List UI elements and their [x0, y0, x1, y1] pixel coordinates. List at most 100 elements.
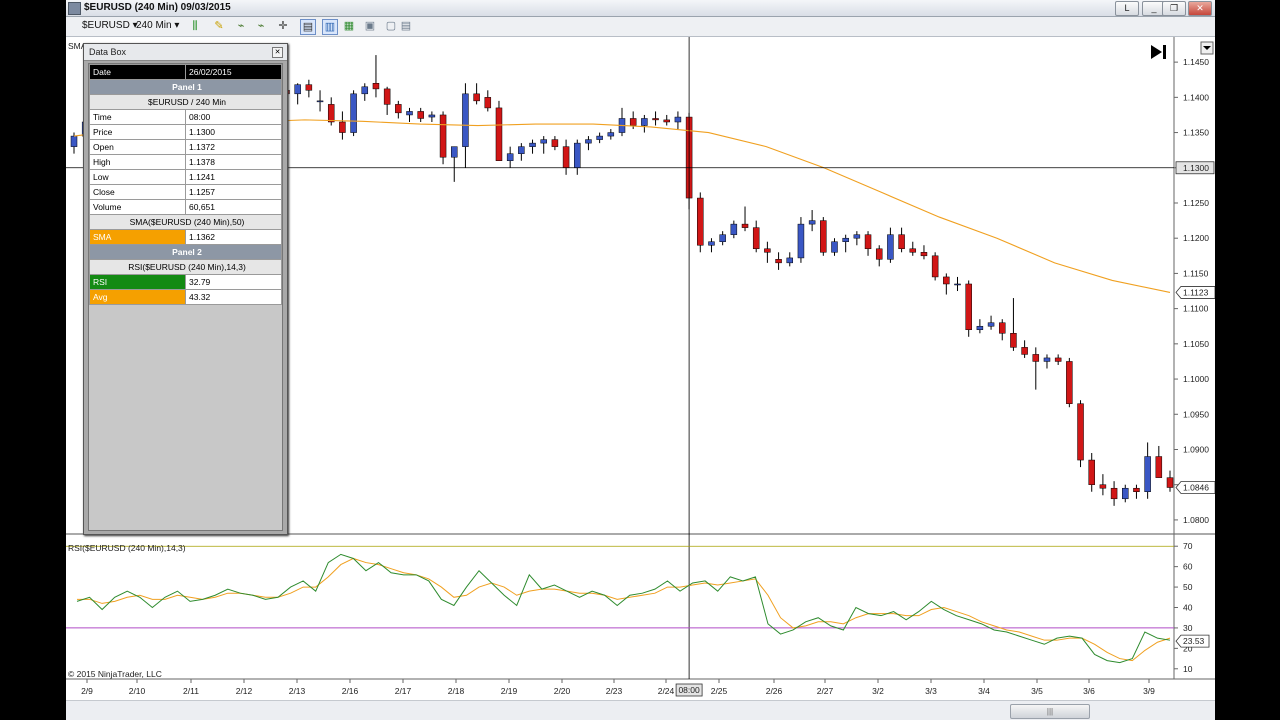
data-box-value: 43.32 [185, 289, 282, 305]
link-button[interactable]: L [1115, 1, 1139, 16]
candle-body [450, 146, 458, 158]
price-tick-label: 1.1450 [1183, 57, 1209, 67]
data-box-row: RSI($EURUSD (240 Min),14,3) [89, 259, 282, 275]
rsi-tick-label: 70 [1183, 541, 1193, 551]
properties-icon[interactable]: ▦ [343, 20, 355, 32]
x-tick-label: 3/3 [925, 686, 937, 696]
candle-body [473, 93, 480, 102]
candle-body [540, 139, 547, 144]
candle-body [663, 119, 670, 123]
template-icon[interactable]: ▤ [400, 20, 412, 32]
candle-body [70, 135, 78, 147]
data-box-label: Date [89, 64, 186, 80]
candle-body [842, 237, 849, 242]
candle-body [1010, 333, 1017, 348]
crosshair-icon[interactable]: ✛ [278, 20, 288, 32]
instrument-label: $EURUSD [82, 20, 130, 31]
rsi-avg-line [77, 557, 1171, 662]
candle-body [294, 84, 301, 95]
interval-selector[interactable]: 240 Min ▾ [136, 19, 179, 33]
price-tick-label: 1.0900 [1183, 444, 1209, 454]
candle-body [1155, 456, 1163, 478]
price-tick-label: 1.1400 [1183, 92, 1209, 102]
candle-body [1054, 357, 1062, 362]
chart-toolbar: $EURUSD ▾ 240 Min ▾ ⫼ ✎ ⌁ ⌁ ✛ ▤ ▥ ▦ ▣ ▢ … [66, 17, 1215, 37]
data-box-row: Panel 1 [89, 79, 282, 95]
data-box-value: 1.1300 [185, 124, 282, 140]
rsi-tick-label: 40 [1183, 603, 1193, 613]
candle-body [708, 241, 715, 246]
candle-body [1077, 403, 1084, 461]
candle-body [372, 83, 380, 90]
candle-body [875, 248, 883, 260]
instrument-selector[interactable]: $EURUSD ▾ [82, 19, 138, 33]
x-tick-label: 2/13 [289, 686, 306, 696]
candle-body [1110, 487, 1118, 500]
x-tick-label: 3/2 [872, 686, 884, 696]
candle-body [529, 142, 536, 147]
data-box-header[interactable]: Data Box ✕ [84, 44, 287, 61]
app-icon [68, 2, 81, 15]
data-box-row: Close 1.1257 [89, 184, 282, 200]
restore-button[interactable]: ❐ [1162, 1, 1186, 16]
candle-body [1166, 477, 1174, 488]
data-box-row: High 1.1378 [89, 154, 282, 170]
candle-body [439, 114, 447, 158]
interval-label: 240 Min [136, 20, 172, 31]
scrollbar-thumb[interactable]: ||| [1010, 704, 1090, 719]
price-tick-label: 1.0950 [1183, 409, 1209, 419]
price-tick-label: 1.1350 [1183, 128, 1209, 138]
data-box-heading: RSI($EURUSD (240 Min),14,3) [89, 259, 282, 275]
data-box-row: Date 26/02/2015 [89, 64, 282, 80]
candle-body [954, 283, 961, 286]
sma-last-label-box [1175, 286, 1215, 299]
screenshot-icon[interactable]: ▣ [364, 20, 376, 32]
copyright-text: © 2015 NinjaTrader, LLC [68, 669, 162, 679]
candle-body [316, 100, 324, 103]
x-tick-label: 2/11 [183, 686, 199, 696]
candle-body [462, 93, 469, 147]
bar-type-icon[interactable]: ⫼ [192, 20, 198, 32]
indicator-icon[interactable]: ⌁ [237, 20, 245, 32]
title-bar[interactable]: $EURUSD (240 Min) 09/03/2015 L _ ❐ ✕ [66, 0, 1215, 17]
rsi-tick-label: 30 [1183, 623, 1193, 633]
data-box-value: 1.1378 [185, 154, 282, 170]
chart-trader-icon[interactable]: ▥ [322, 19, 338, 35]
skip-to-end-icon[interactable] [1151, 45, 1166, 59]
x-tick-label: 2/12 [236, 686, 253, 696]
candle-body [596, 135, 603, 140]
x-tick-label: 3/5 [1031, 686, 1043, 696]
data-box-title: Data Box [89, 47, 127, 57]
candle-body [652, 118, 659, 121]
data-box-heading: Panel 2 [89, 244, 282, 260]
rsi-tick-label: 50 [1183, 582, 1193, 592]
candle-body [831, 241, 838, 253]
x-tick-label: 2/18 [448, 686, 465, 696]
price-tick-label: 1.1200 [1183, 233, 1209, 243]
data-box-row: Price 1.1300 [89, 124, 282, 140]
price-tick-label: 1.1100 [1183, 304, 1209, 314]
rsi-tick-label: 10 [1183, 664, 1193, 674]
candle-body [931, 255, 939, 278]
data-box-icon[interactable]: ▤ [300, 19, 316, 35]
candle-body [641, 118, 648, 126]
close-button[interactable]: ✕ [1188, 1, 1212, 16]
candle-body [1032, 354, 1040, 362]
share-icon[interactable]: ▢ [385, 20, 397, 32]
strategy-icon[interactable]: ⌁ [257, 20, 265, 32]
price-tick-label: 1.1150 [1183, 268, 1209, 278]
price-tick-label: 1.1050 [1183, 339, 1209, 349]
candle-body [775, 259, 782, 264]
close-icon[interactable]: ✕ [272, 47, 283, 58]
data-box-label: Time [89, 109, 186, 125]
crosshair-price-label: 1.1300 [1183, 163, 1209, 173]
data-box-row: SMA($EURUSD (240 Min),50) [89, 214, 282, 230]
data-box-panel[interactable]: Data Box ✕ Date 26/02/2015 Panel 1 $EURUSD … [83, 43, 288, 535]
rsi-line [76, 553, 1171, 664]
candle-body [741, 223, 749, 228]
candle-body [327, 104, 335, 123]
data-box-row: $EURUSD / 240 Min [89, 94, 282, 110]
drawing-tool-icon[interactable]: ✎ [214, 20, 224, 32]
data-box-value: 1.1362 [185, 229, 282, 245]
horizontal-scrollbar[interactable]: ||| [66, 700, 1215, 720]
